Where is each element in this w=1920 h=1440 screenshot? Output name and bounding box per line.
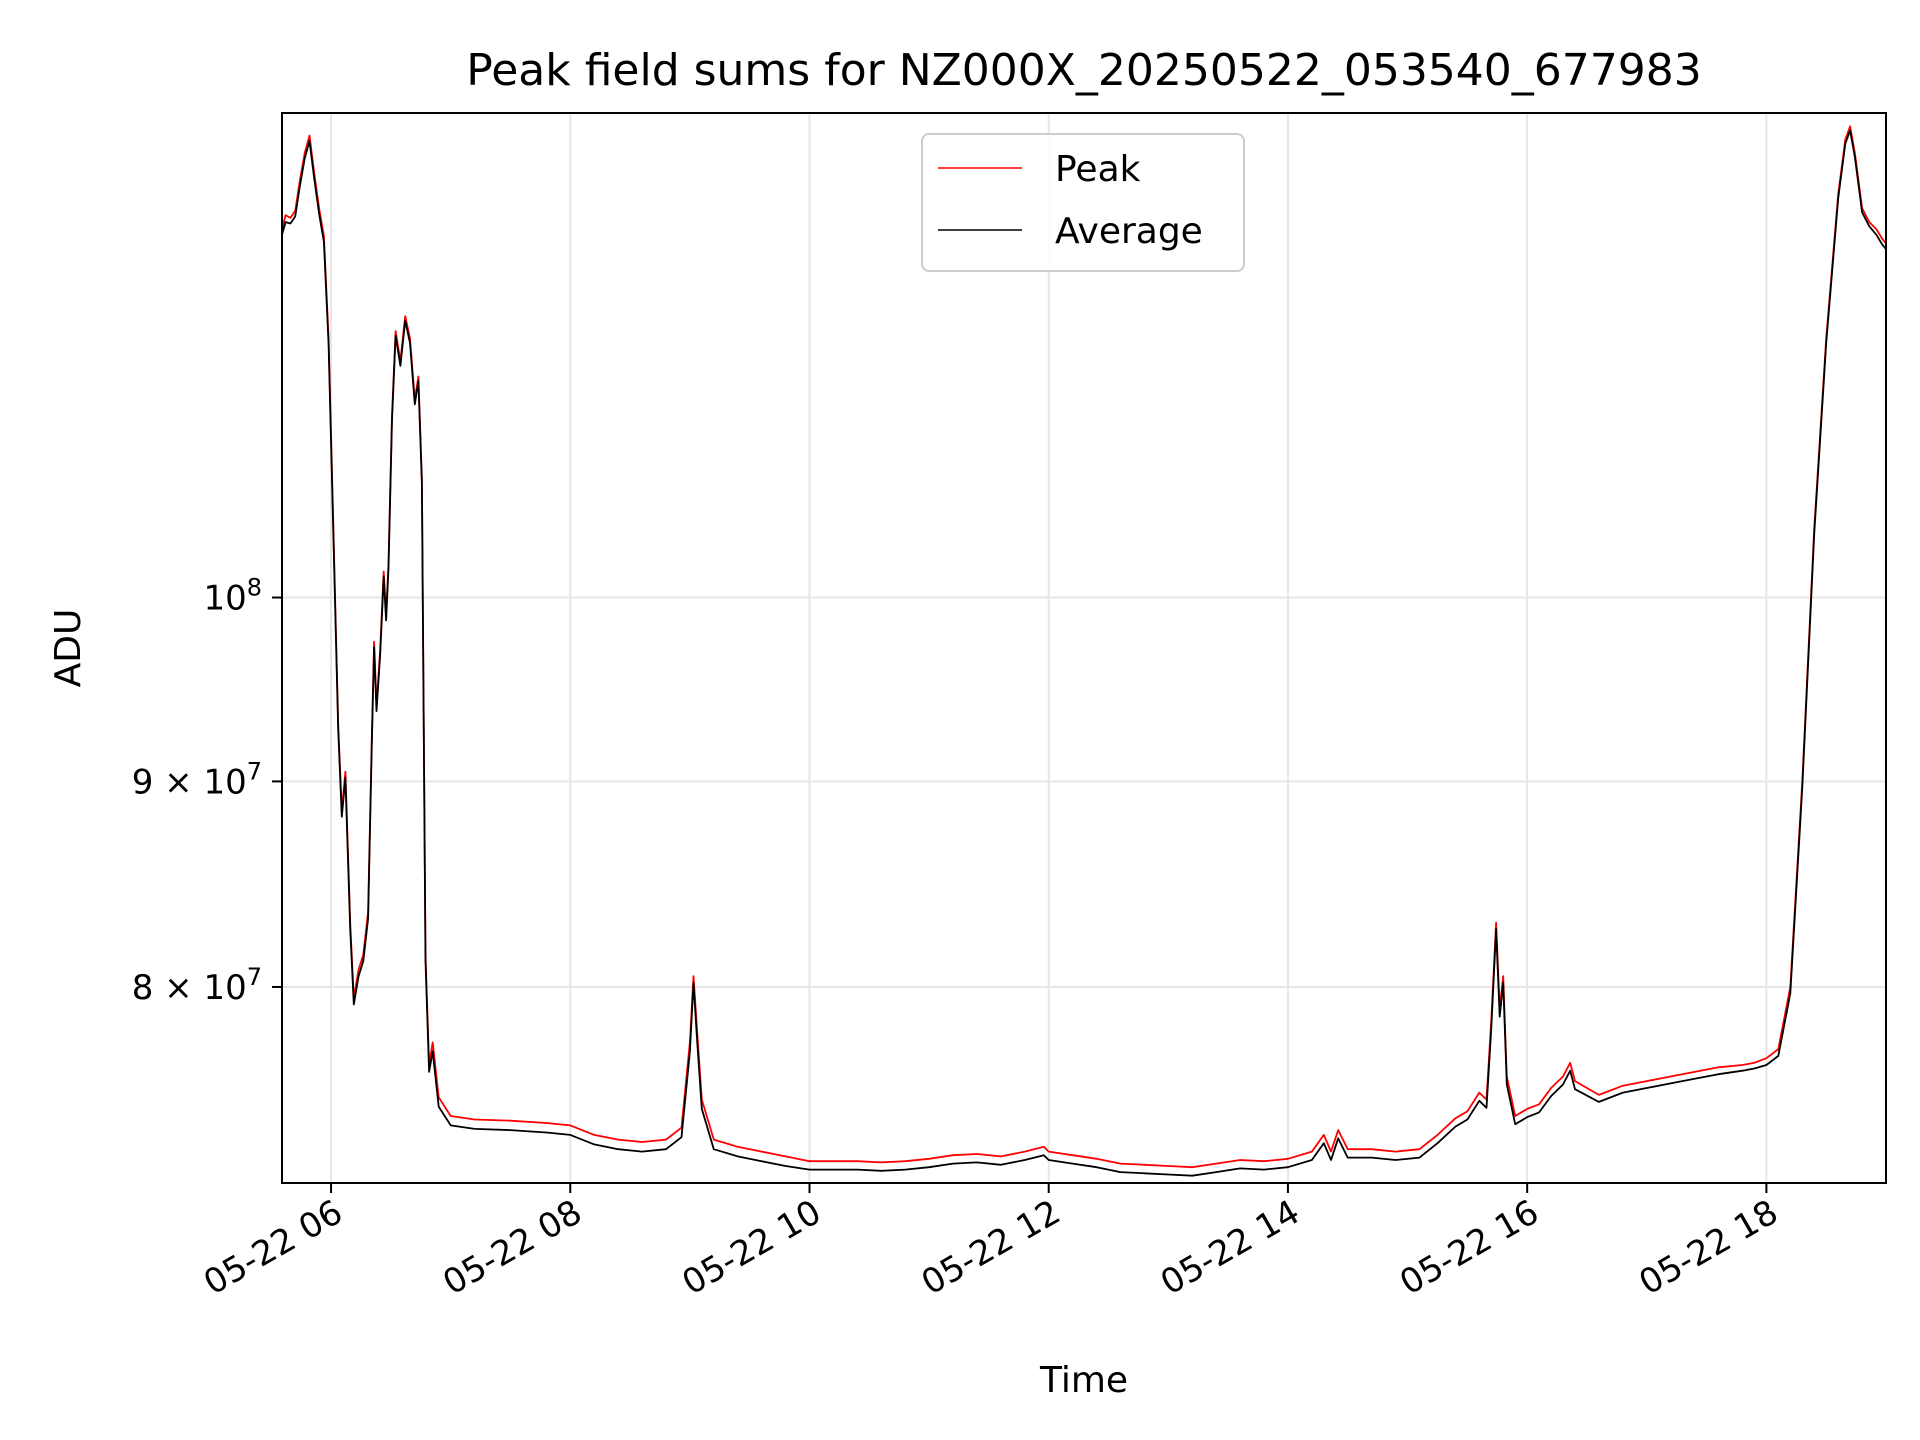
chart-title: Peak field sums for NZ000X_20250522_0535…	[466, 45, 1702, 96]
y-tick-label-base: 9 × 10	[132, 762, 247, 802]
y-tick-label-base: 10	[203, 579, 246, 619]
x-axis-ticks: 05-22 06 05-22 08 05-22 10 05-22 12 05-22 14…	[197, 1183, 1785, 1303]
x-tick-label: 05-22 10	[676, 1192, 828, 1303]
series-line-average	[282, 129, 1886, 1177]
x-tick-label: 05-22 06	[197, 1192, 349, 1303]
x-tick-label: 05-22 16	[1393, 1192, 1545, 1303]
x-axis-label: Time	[1039, 1360, 1128, 1401]
legend-label-peak: Peak	[1055, 149, 1141, 190]
y-axis-label: ADU	[48, 609, 89, 688]
series-line-peak	[282, 125, 1886, 1169]
plot-lines	[282, 125, 1886, 1177]
y-tick-label-base: 8 × 10	[132, 968, 247, 1008]
legend-label-average: Average	[1055, 211, 1203, 252]
y-tick-label: 108	[203, 574, 262, 619]
y-tick-label-exponent: 7	[247, 963, 262, 991]
legend: Peak Average	[921, 133, 1245, 272]
x-tick-label: 05-22 08	[436, 1192, 588, 1303]
y-tick-label: 9 × 107	[132, 757, 262, 802]
x-tick-label: 05-22 12	[915, 1192, 1067, 1303]
y-tick-label-exponent: 7	[247, 757, 262, 785]
y-tick-label-exponent: 8	[247, 574, 262, 602]
grid	[282, 113, 1886, 1183]
y-tick-label: 8 × 107	[132, 963, 262, 1008]
x-tick-label: 05-22 18	[1632, 1192, 1784, 1303]
x-tick-label: 05-22 14	[1154, 1192, 1306, 1303]
plot-frame	[281, 112, 1887, 1184]
